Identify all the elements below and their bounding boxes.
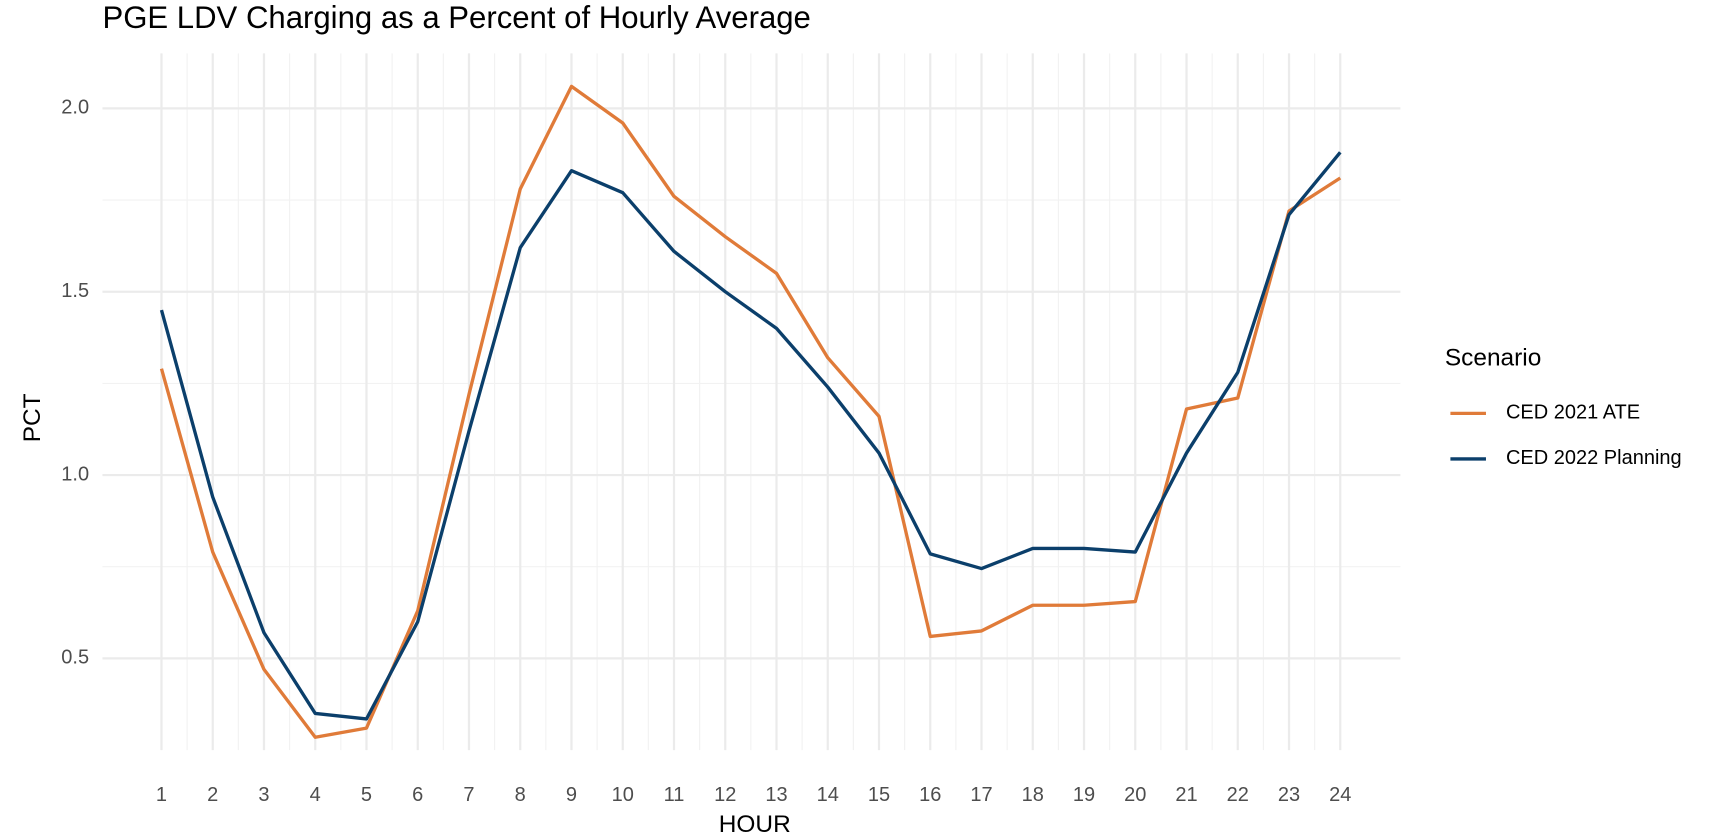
x-tick-label: 15 [868,784,890,806]
y-tick-label: 1.0 [61,463,89,485]
x-tick-label: 18 [1022,784,1044,806]
x-tick-label: 19 [1073,784,1095,806]
legend-label: CED 2022 Planning [1506,447,1682,469]
x-tick-label: 23 [1278,784,1300,806]
x-tick-label: 3 [258,784,269,806]
y-tick-label: 0.5 [61,647,89,669]
legend-label: CED 2021 ATE [1506,402,1640,424]
x-tick-label: 9 [566,784,577,806]
x-tick-label: 17 [970,784,992,806]
x-tick-label: 14 [817,784,839,806]
x-tick-label: 10 [612,784,634,806]
x-tick-label: 2 [207,784,218,806]
x-tick-label: 20 [1124,784,1146,806]
x-tick-label: 6 [412,784,423,806]
x-tick-label: 7 [463,784,474,806]
x-tick-label: 13 [765,784,787,806]
x-axis-label: HOUR [719,811,791,838]
line-series [159,151,1342,721]
x-tick-label: 22 [1227,784,1249,806]
x-tick-label: 1 [156,784,167,806]
chart-title: PGE LDV Charging as a Percent of Hourly … [102,0,810,35]
y-tick-label: 1.5 [61,280,89,302]
legend-title: Scenario [1445,344,1541,371]
y-axis-label: PCT [19,393,46,442]
x-tick-label: 16 [919,784,941,806]
x-tick-label: 21 [1175,784,1197,806]
x-tick-label: 8 [515,784,526,806]
x-tick-label: 5 [361,784,372,806]
x-tick-label: 4 [310,784,321,806]
x-tick-label: 12 [714,784,736,806]
x-tick-label: 24 [1329,784,1351,806]
x-tick-label: 11 [664,784,685,806]
line-series [159,84,1342,739]
y-tick-label: 2.0 [61,97,89,119]
